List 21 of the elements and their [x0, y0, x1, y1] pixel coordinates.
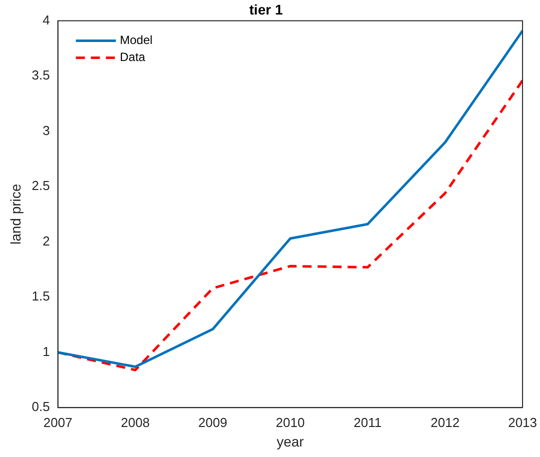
y-tick-label: 3.5	[32, 68, 50, 83]
x-axis-title: year	[276, 433, 304, 450]
legend-label: Model	[120, 33, 153, 48]
x-tick-label: 2007	[43, 414, 72, 430]
y-tick-label: 1.5	[32, 288, 50, 304]
y-tick-label: 0.5	[32, 399, 50, 414]
chart-title: tier 1	[249, 1, 283, 18]
y-tick-label: 4	[42, 12, 50, 28]
line-series	[58, 79, 523, 372]
y-tick-label: 2.5	[32, 178, 50, 194]
legend-label: Data	[120, 50, 146, 64]
x-tick-label: 2009	[198, 414, 228, 430]
y-tick-label: 1	[42, 344, 50, 359]
x-tick-label: 2012	[430, 414, 460, 430]
x-tick-label: 2013	[508, 414, 537, 430]
x-tick-label: 2011	[354, 414, 382, 430]
y-tick-label: 2	[42, 233, 50, 248]
y-axis-title: land price	[7, 184, 24, 245]
y-tick-label: 3	[42, 122, 50, 138]
x-tick-label: 2008	[120, 414, 150, 430]
x-tick-label: 2010	[276, 414, 305, 430]
